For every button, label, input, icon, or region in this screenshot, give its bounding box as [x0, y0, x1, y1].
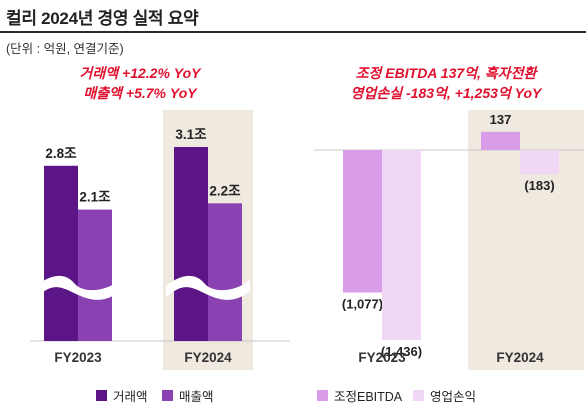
legend-label-gmv: 거래액 — [113, 390, 148, 404]
data-label-revenue-fy2024: 2.2조 — [209, 183, 241, 198]
legend-label-revenue: 매출액 — [179, 390, 214, 404]
revenue-growth-text: 매출액 +5.7% YoY — [83, 85, 197, 101]
data-label-gmv-fy2023: 2.8조 — [45, 146, 77, 161]
left-headline: 거래액 +12.2% YoY 매출액 +5.7% YoY — [30, 63, 250, 103]
title-divider — [0, 31, 586, 33]
x-tick-left-fy2023: FY2023 — [54, 350, 102, 365]
right-headline: 조정 EBITDA 137억, 흑자전환 영업손실 -183억, +1,253억… — [310, 63, 582, 103]
bar-revenue-fy2023 — [78, 209, 112, 341]
data-label-ebitda-fy2023: (1,077) — [342, 297, 383, 312]
data-label-operating-fy2024: (183) — [524, 178, 554, 193]
operating-headline-text: 영업손실 -183억, +1,253억 YoY — [350, 85, 542, 101]
gmv-growth-text: 거래액 +12.2% YoY — [79, 65, 201, 81]
ebitda-headline-text: 조정 EBITDA 137억, 흑자전환 — [355, 65, 537, 81]
x-tick-right-fy2024: FY2024 — [496, 350, 544, 365]
bar-revenue-fy2024 — [208, 203, 242, 341]
legend-item-operating: 영업손익 — [413, 386, 476, 405]
unit-note: (단위 : 억원, 연결기준) — [6, 42, 124, 56]
data-label-gmv-fy2024: 3.1조 — [175, 127, 207, 142]
axis-break-fy2024 — [166, 275, 250, 300]
bar-gmv-fy2023 — [44, 165, 78, 341]
legend-label-ebitda: 조정EBITDA — [334, 390, 403, 404]
data-label-operating-fy2023: (1,436) — [381, 344, 422, 359]
bar-operating-fy2024 — [520, 150, 559, 175]
legend-item-ebitda: 조정EBITDA — [317, 386, 402, 405]
bar-ebitda-fy2024 — [481, 131, 520, 150]
axis-break-fy2023 — [36, 275, 120, 300]
page-title: 컬리 2024년 경영 실적 요약 — [6, 9, 199, 28]
bar-gmv-fy2024 — [174, 147, 208, 341]
legend-swatch-ebitda — [317, 390, 328, 401]
legend-swatch-revenue — [162, 390, 173, 401]
legend-label-operating: 영업손익 — [430, 390, 477, 404]
legend-item-revenue: 매출액 — [162, 386, 214, 405]
legend-swatch-gmv — [96, 390, 107, 401]
legend-swatch-operating — [413, 390, 424, 401]
bar-operating-fy2023 — [382, 150, 421, 340]
x-tick-left-fy2024: FY2024 — [184, 350, 232, 365]
legend-item-gmv: 거래액 — [96, 386, 148, 405]
bar-ebitda-fy2023 — [343, 150, 382, 293]
data-label-ebitda-fy2024: 137 — [490, 112, 512, 127]
x-tick-right-fy2023: FY2023 — [358, 350, 406, 365]
data-label-revenue-fy2023: 2.1조 — [79, 190, 111, 205]
